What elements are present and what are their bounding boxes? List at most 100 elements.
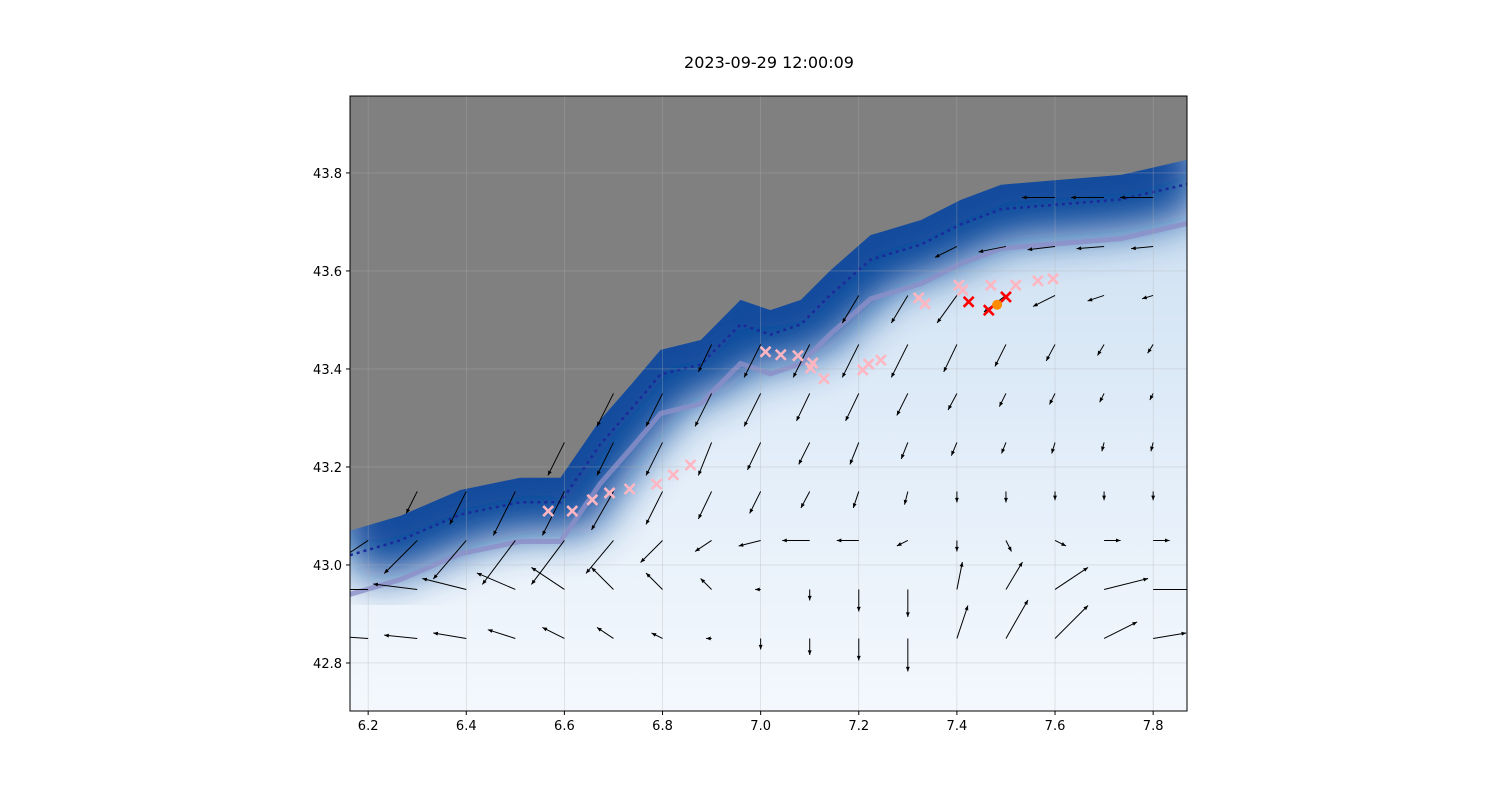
- current-arrow-head: [1022, 195, 1027, 200]
- current-arrow-head: [994, 361, 999, 367]
- current-arrow-head: [807, 595, 812, 601]
- markers: [542, 272, 1059, 517]
- current-arrow-head: [849, 459, 854, 465]
- pink-cross-marker: [623, 483, 636, 495]
- current-arrow-head: [422, 577, 428, 582]
- y-tick-label: 43.0: [313, 559, 342, 574]
- current-arrow: [1005, 561, 1023, 590]
- red-cross-marker: [982, 304, 995, 317]
- current-arrow-head: [999, 401, 1004, 407]
- current-arrow-head: [330, 588, 335, 592]
- pink-cross-marker: [1047, 272, 1059, 285]
- current-arrow: [1005, 599, 1029, 639]
- pink-cross-marker: [984, 279, 997, 292]
- x-tick-label: 6.6: [554, 719, 575, 734]
- current-arrow-head: [373, 582, 379, 587]
- current-arrow: [1103, 577, 1149, 590]
- x-tick-label: 6.4: [456, 719, 477, 734]
- current-arrow: [743, 393, 762, 427]
- current-arrow-head: [1181, 631, 1187, 636]
- x-axis: 6.2 6.4 6.6 6.8 7.0 7.2 7.4 7.6 7.8: [358, 711, 1164, 734]
- current-arrow-head: [695, 547, 700, 552]
- current-arrow-head: [905, 666, 910, 672]
- current-arrow: [956, 605, 969, 639]
- current-arrow-head: [943, 366, 948, 372]
- x-tick-label: 7.2: [848, 719, 869, 734]
- current-arrow-head: [531, 567, 537, 572]
- current-arrow: [476, 572, 516, 590]
- current-arrow-head: [782, 538, 787, 543]
- current-arrow: [1103, 621, 1138, 639]
- current-arrow-head: [449, 519, 454, 525]
- x-tick-label: 7.4: [947, 719, 968, 734]
- current-arrow-head: [934, 253, 940, 258]
- current-arrow-head: [646, 572, 651, 578]
- current-arrow: [350, 636, 369, 639]
- current-arrow-head: [747, 464, 752, 470]
- current-arrow-head: [1087, 297, 1093, 302]
- pink-cross-marker: [650, 478, 663, 491]
- current-arrow: [449, 491, 467, 525]
- current-arrow-head: [591, 524, 596, 530]
- current-arrow-head: [1131, 246, 1136, 251]
- current-arrow-head: [903, 499, 908, 505]
- current-arrow-head: [1150, 446, 1154, 452]
- current-arrow-head: [547, 470, 552, 476]
- pink-cross-marker: [759, 345, 772, 358]
- pink-cross-marker: [1031, 274, 1044, 287]
- current-arrow: [432, 540, 467, 580]
- current-arrow-head: [646, 470, 650, 476]
- current-arrow: [596, 442, 614, 476]
- current-arrow-head: [335, 635, 340, 639]
- pink-cross-marker: [804, 362, 817, 374]
- x-tick-label: 6.2: [358, 719, 379, 734]
- current-arrow-head: [433, 574, 438, 579]
- pink-cross-marker: [667, 468, 680, 481]
- red-cross-marker: [1000, 290, 1012, 303]
- current-arrow-head: [744, 372, 748, 378]
- current-arrow: [433, 632, 467, 639]
- current-arrow-head: [951, 450, 955, 456]
- current-arrow: [422, 577, 467, 590]
- current-arrow-head: [948, 404, 952, 410]
- pink-cross-marker: [542, 505, 555, 517]
- x-tick-label: 7.8: [1143, 719, 1164, 734]
- current-arrow-head: [698, 470, 702, 476]
- y-tick-label: 43.2: [313, 461, 342, 476]
- current-arrow: [956, 561, 963, 590]
- current-arrow-head: [1027, 247, 1033, 252]
- current-arrow-head: [1049, 399, 1054, 405]
- current-arrow-head: [1004, 497, 1008, 503]
- current-arrow-head: [758, 644, 763, 650]
- current-arrow-head: [646, 519, 650, 525]
- current-arrow: [796, 393, 811, 422]
- pink-cross-marker: [919, 297, 931, 310]
- y-tick-label: 42.8: [313, 657, 342, 672]
- current-arrow-head: [749, 508, 754, 514]
- x-tick-label: 6.8: [652, 719, 673, 734]
- current-arrow-head: [1053, 495, 1057, 501]
- current-arrow: [1054, 605, 1089, 639]
- current-arrow: [350, 540, 369, 554]
- current-arrow-head: [807, 650, 812, 655]
- current-arrow-head: [1151, 495, 1156, 501]
- current-arrow-head: [1033, 302, 1039, 307]
- current-arrow-head: [542, 627, 548, 632]
- current-arrow-head: [700, 578, 706, 584]
- current-arrow: [640, 540, 663, 563]
- current-arrow: [531, 540, 565, 585]
- axes-frame: [349, 95, 1188, 712]
- current-arrow-head: [1142, 295, 1148, 300]
- current-arrow-head: [891, 317, 896, 323]
- current-arrow-head: [698, 513, 703, 519]
- current-arrow: [591, 567, 614, 590]
- current-arrow-head: [596, 470, 601, 476]
- current-arrow: [1054, 567, 1089, 590]
- current-arrow-head: [433, 631, 439, 636]
- current-arrow-head: [1143, 577, 1149, 582]
- current-arrow: [841, 295, 860, 324]
- current-arrow-head: [531, 579, 536, 585]
- pink-cross-marker: [586, 493, 599, 506]
- current-arrow: [492, 491, 516, 536]
- current-arrow-head: [596, 421, 601, 427]
